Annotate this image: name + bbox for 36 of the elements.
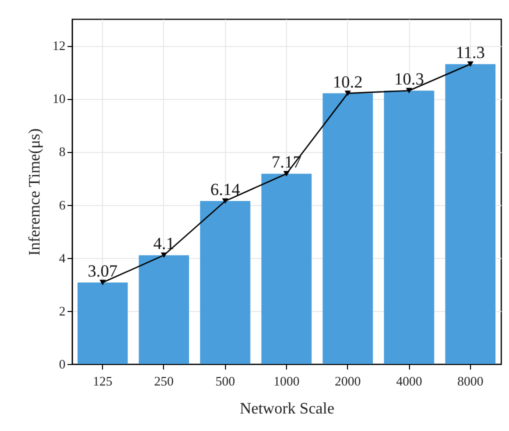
- point: [160, 252, 168, 258]
- x-tick-label: 1000: [274, 374, 300, 388]
- data-label: 4.1: [153, 234, 175, 254]
- y-axis-title: Inferemce Time(μs): [26, 128, 44, 256]
- data-label: 3.07: [88, 262, 118, 281]
- point: [467, 61, 474, 67]
- data-label: 10.3: [394, 70, 424, 89]
- bar: [384, 90, 434, 364]
- data-label: 11.3: [456, 43, 485, 62]
- point: [406, 88, 412, 94]
- x-tick-label: 4000: [396, 374, 422, 388]
- data-label: 10.2: [332, 72, 363, 92]
- y-tick-label: 4: [59, 250, 66, 266]
- y-tick-label: 6: [59, 197, 66, 212]
- bar: [78, 282, 128, 364]
- x-axis-title: Network Scale: [240, 400, 334, 418]
- point: [344, 90, 351, 96]
- x-tick-label: 2000: [334, 374, 361, 388]
- y-tick-label: 0: [59, 356, 66, 372]
- y-tick-label: 2: [59, 303, 66, 318]
- point: [283, 170, 290, 176]
- bar: [138, 255, 190, 364]
- bar: [200, 201, 250, 364]
- x-tick-label: 8000: [457, 374, 484, 388]
- x-tick-label: 500: [215, 374, 235, 388]
- bar: [261, 174, 312, 364]
- bar: [322, 93, 373, 364]
- point: [99, 280, 106, 286]
- y-tick-label: 8: [59, 144, 66, 160]
- data-label: 6.14: [210, 180, 241, 200]
- y-tick-label: 10: [52, 91, 66, 106]
- x-tick-label: 250: [154, 374, 174, 388]
- point: [222, 198, 228, 204]
- bar: [445, 64, 496, 364]
- x-tick-label: 125: [92, 374, 112, 388]
- y-tick-label: 12: [52, 38, 66, 54]
